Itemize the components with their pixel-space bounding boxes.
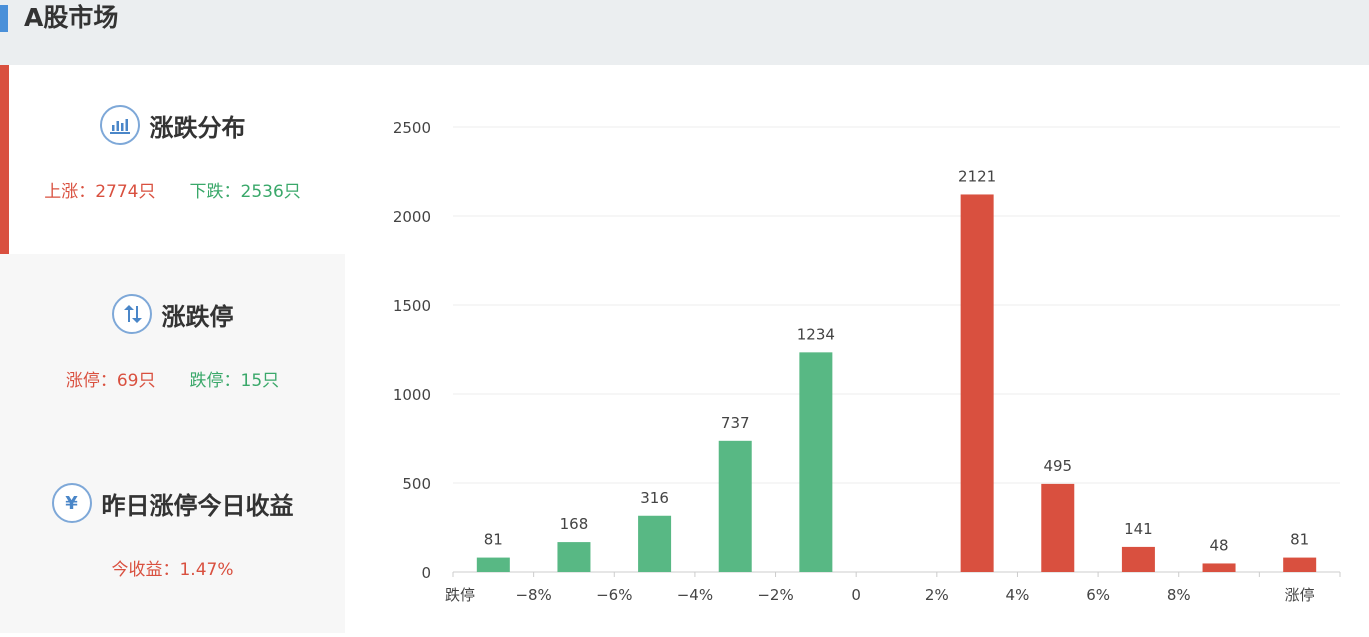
distribution-chart-svg: 0 500 1000 1500 2000 2500 跌停 −8% −6% −4% −2% 0 2% 4% 6… — [393, 119, 1341, 604]
active-indicator — [0, 65, 9, 254]
bar-value-label: 81 — [1290, 531, 1309, 549]
bar — [638, 515, 672, 572]
panel-limit[interactable]: 涨跌停 涨停：69只 跌停：15只 — [0, 254, 345, 443]
stat-limit-down-count: 跌停：15只 — [189, 371, 280, 391]
y-tick-label: 2000 — [393, 208, 431, 226]
bar-value-label: 316 — [640, 489, 669, 507]
chart-grid — [453, 126, 1340, 484]
panel-distribution-head: 涨跌分布 — [0, 105, 345, 145]
stat-falling-count: 下跌：2536只 — [189, 182, 301, 202]
bar — [960, 194, 994, 572]
panel-distribution-stats: 上涨：2774只 下跌：2536只 — [0, 177, 345, 202]
bar-value-label: 81 — [484, 531, 503, 549]
bar — [1202, 563, 1236, 572]
panel-distribution[interactable]: 涨跌分布 上涨：2774只 下跌：2536只 — [0, 65, 345, 254]
distribution-chart: 0 500 1000 1500 2000 2500 跌停 −8% −6% −4% −2% 0 2% 4% 6… — [345, 65, 1369, 633]
bar-value-label: 737 — [721, 414, 750, 432]
chart-data-labels: 81 168 316 737 1234 2121 495 141 48 81 — [484, 167, 1309, 554]
bar-value-label: 168 — [560, 515, 589, 533]
stat-limit-up-count: 涨停：69只 — [65, 371, 156, 391]
yen-icon: ¥ — [51, 483, 92, 523]
bar — [1283, 557, 1317, 572]
y-tick-label: 1500 — [393, 297, 431, 315]
panel-limit-head: 涨跌停 — [0, 294, 345, 334]
bar — [476, 557, 510, 572]
stat-rising-count: 上涨：2774只 — [44, 182, 156, 202]
x-tick-label: 跌停 — [445, 586, 475, 604]
chart-bars — [476, 194, 1317, 572]
x-tick-label: 0 — [851, 586, 861, 604]
header-accent-bar — [0, 5, 8, 32]
bar-value-label: 48 — [1209, 536, 1228, 554]
page-header: A股市场 — [0, 0, 1369, 65]
chart-axes: 0 500 1000 1500 2000 2500 跌停 −8% −6% −4% −2% 0 2% 4% 6… — [393, 119, 1341, 604]
panel-distribution-title: 涨跌分布 — [149, 113, 246, 142]
bar — [1121, 546, 1155, 572]
bar-value-label: 495 — [1043, 457, 1072, 475]
x-tick-label: 2% — [925, 586, 949, 604]
bar — [718, 440, 752, 572]
panel-yesterday-limit-head: ¥ 昨日涨停今日收益 — [0, 483, 345, 523]
panel-limit-title: 涨跌停 — [161, 302, 234, 331]
bar-value-label: 141 — [1124, 520, 1153, 538]
left-sidebar: 涨跌分布 上涨：2774只 下跌：2536只 涨跌停 涨停：69只 跌停：15只… — [0, 65, 345, 633]
page-title: A股市场 — [24, 3, 119, 32]
y-tick-label: 1000 — [393, 386, 431, 404]
bar-chart-icon — [99, 105, 140, 145]
x-tick-label: 8% — [1167, 586, 1191, 604]
y-tick-label: 0 — [421, 564, 431, 582]
x-tick-label: 4% — [1006, 586, 1030, 604]
bar — [1041, 483, 1075, 572]
panel-limit-stats: 涨停：69只 跌停：15只 — [0, 366, 345, 391]
x-tick-label: 涨停 — [1285, 586, 1315, 604]
x-tick-label: 6% — [1086, 586, 1110, 604]
x-tick-label: −8% — [515, 586, 551, 604]
y-tick-label: 500 — [402, 475, 431, 493]
bar — [557, 542, 591, 572]
bar-value-label: 1234 — [797, 325, 835, 343]
bar-value-label: 2121 — [958, 167, 996, 185]
x-tick-label: −4% — [677, 586, 713, 604]
bar — [799, 352, 833, 572]
panel-yesterday-limit-stats: 今收益：1.47% — [0, 555, 345, 580]
stat-today-return: 今收益：1.47% — [111, 560, 234, 580]
up-down-arrows-icon — [111, 294, 152, 334]
panel-yesterday-limit[interactable]: ¥ 昨日涨停今日收益 今收益：1.47% — [0, 443, 345, 633]
panel-yesterday-limit-title: 昨日涨停今日收益 — [101, 491, 294, 520]
y-tick-label: 2500 — [393, 119, 431, 137]
x-tick-label: −6% — [596, 586, 632, 604]
x-tick-label: −2% — [757, 586, 793, 604]
